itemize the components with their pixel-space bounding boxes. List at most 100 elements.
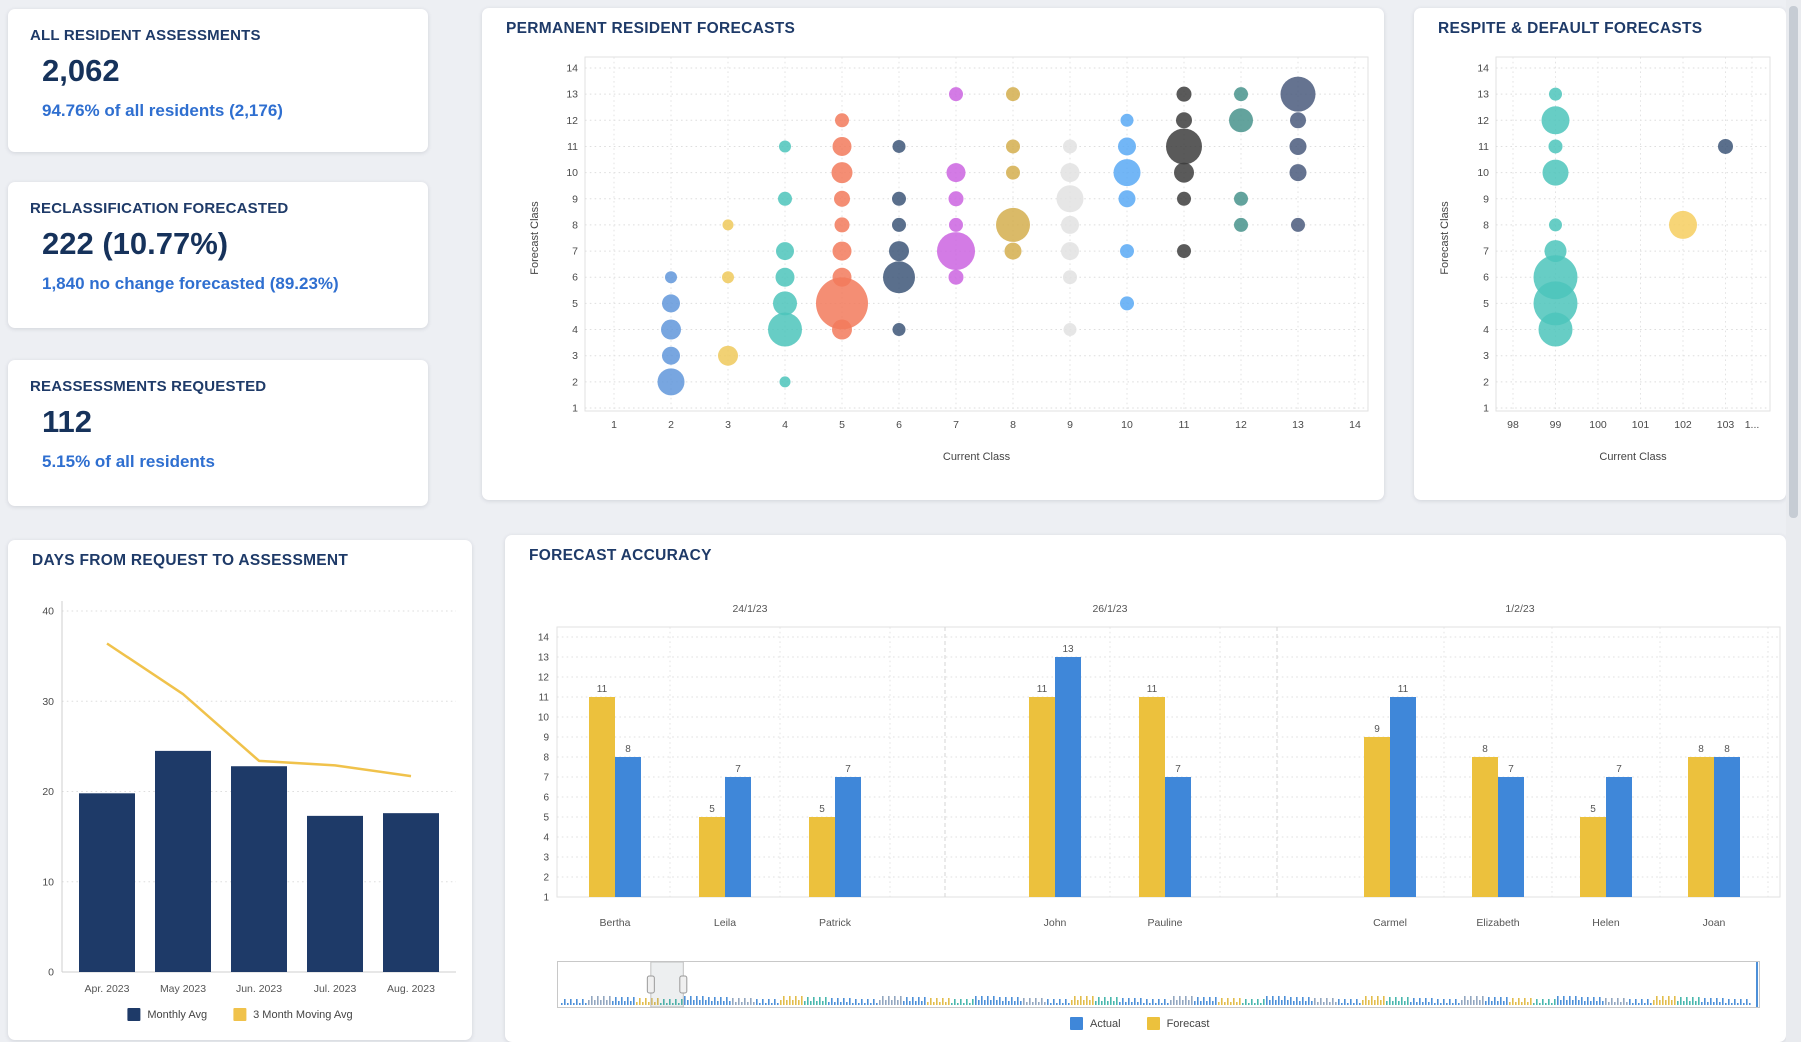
kpi-title: REASSESSMENTS REQUESTED <box>30 378 267 395</box>
svg-text:99: 99 <box>1550 419 1562 431</box>
days-bar-line-chart[interactable]: 0 10 20 30 40 Apr. 2023 May 2023 Jun. 2023 Jul. … <box>8 540 472 1040</box>
panel-forecast-accuracy: FORECAST ACCURACY 1 2 3 4 5 6 7 8 9 10 11 12 13 14 24/… <box>505 535 1786 1042</box>
svg-text:10: 10 <box>1477 167 1489 179</box>
svg-text:Apr. 2023: Apr. 2023 <box>85 983 130 995</box>
svg-text:11: 11 <box>1037 684 1048 695</box>
actual-swatch-icon <box>1070 1017 1083 1030</box>
svg-text:2: 2 <box>1483 376 1489 388</box>
navigator-brush[interactable] <box>650 961 684 1008</box>
svg-text:Joan: Joan <box>1703 917 1726 929</box>
svg-text:Jun. 2023: Jun. 2023 <box>236 983 282 995</box>
navigator-brush-handle[interactable] <box>646 975 655 994</box>
svg-text:8: 8 <box>1482 744 1488 755</box>
svg-text:6: 6 <box>1483 272 1489 284</box>
svg-text:11: 11 <box>567 141 578 153</box>
svg-text:102: 102 <box>1674 419 1692 431</box>
svg-text:12: 12 <box>566 115 578 127</box>
svg-text:10: 10 <box>42 876 54 888</box>
panel-title: RESPITE & DEFAULT FORECASTS <box>1438 20 1703 37</box>
svg-text:2: 2 <box>543 873 549 884</box>
svg-text:5: 5 <box>839 419 845 431</box>
navigator-brush-handle[interactable] <box>679 975 688 994</box>
svg-text:3: 3 <box>543 853 549 864</box>
svg-text:5: 5 <box>543 813 549 824</box>
panel-days-from-request: DAYS FROM REQUEST TO ASSESSMENT 0 10 20 30 4… <box>8 540 472 1040</box>
svg-text:11: 11 <box>1179 419 1190 431</box>
legend-item-forecast[interactable]: Forecast <box>1146 1017 1209 1030</box>
svg-text:7: 7 <box>953 419 959 431</box>
kpi-card-reclassification-forecasted: RECLASSIFICATION FORECASTED 222 (10.77%)… <box>8 182 428 328</box>
svg-text:8: 8 <box>1010 419 1016 431</box>
legend-item-moving-avg[interactable]: 3 Month Moving Avg <box>233 1008 353 1021</box>
svg-text:8: 8 <box>1483 219 1489 231</box>
svg-text:1: 1 <box>1483 403 1489 415</box>
svg-text:0: 0 <box>48 967 54 979</box>
svg-text:9: 9 <box>543 733 549 744</box>
svg-text:5: 5 <box>819 804 825 815</box>
svg-text:4: 4 <box>572 324 578 336</box>
kpi-title: RECLASSIFICATION FORECASTED <box>30 200 289 217</box>
svg-text:10: 10 <box>566 167 578 179</box>
svg-text:98: 98 <box>1507 419 1519 431</box>
svg-text:Forecast Class: Forecast Class <box>1439 201 1451 275</box>
legend-item-actual[interactable]: Actual <box>1070 1017 1121 1030</box>
svg-text:4: 4 <box>782 419 788 431</box>
svg-text:8: 8 <box>1698 744 1704 755</box>
svg-text:13: 13 <box>1477 89 1489 101</box>
kpi-subtitle: 5.15% of all residents <box>42 452 215 471</box>
svg-text:6: 6 <box>572 272 578 284</box>
days-chart-legend: Monthly Avg 3 Month Moving Avg <box>127 1008 353 1021</box>
svg-text:103: 103 <box>1717 419 1735 431</box>
svg-text:7: 7 <box>735 764 741 775</box>
panel-permanent-resident-forecasts: PERMANENT RESIDENT FORECASTS 1 2 3 4 5 6 7 8 9 10… <box>482 8 1384 500</box>
chart-scroll-navigator[interactable] <box>557 961 1760 1008</box>
svg-text:1: 1 <box>611 419 617 431</box>
svg-text:11: 11 <box>1147 684 1158 695</box>
svg-text:101: 101 <box>1632 419 1650 431</box>
kpi-subtitle: 1,840 no change forecasted (89.23%) <box>42 274 339 293</box>
svg-text:May 2023: May 2023 <box>160 983 206 995</box>
svg-text:14: 14 <box>1349 419 1361 431</box>
legend-label: Actual <box>1090 1017 1121 1030</box>
svg-text:7: 7 <box>1483 246 1489 258</box>
svg-text:10: 10 <box>538 713 550 724</box>
kpi-value: 222 (10.77%) <box>42 226 229 261</box>
svg-text:5: 5 <box>1483 298 1489 310</box>
svg-text:7: 7 <box>572 246 578 258</box>
svg-text:Forecast Class: Forecast Class <box>529 201 541 275</box>
svg-text:13: 13 <box>538 653 550 664</box>
svg-text:13: 13 <box>1062 644 1074 655</box>
svg-text:Current Class: Current Class <box>943 451 1011 463</box>
legend-item-monthly-avg[interactable]: Monthly Avg <box>127 1008 207 1021</box>
forecast-chart-legend: Actual Forecast <box>1070 1017 1209 1030</box>
svg-text:1: 1 <box>543 893 549 904</box>
forecast-accuracy-bar-chart[interactable]: 123456789101112131424/1/23118Bertha57Lei… <box>505 535 1786 955</box>
svg-text:3: 3 <box>572 350 578 362</box>
svg-text:Helen: Helen <box>1592 917 1620 929</box>
moving-avg-swatch-icon <box>233 1008 247 1021</box>
svg-text:1/2/23: 1/2/23 <box>1505 603 1534 615</box>
svg-text:8: 8 <box>572 219 578 231</box>
svg-text:7: 7 <box>1616 764 1622 775</box>
svg-text:12: 12 <box>1235 419 1247 431</box>
svg-text:9: 9 <box>572 193 578 205</box>
svg-text:Bertha: Bertha <box>600 917 631 929</box>
svg-text:5: 5 <box>709 804 715 815</box>
svg-text:7: 7 <box>1508 764 1514 775</box>
svg-text:100: 100 <box>1589 419 1607 431</box>
svg-text:1...: 1... <box>1745 419 1760 431</box>
svg-text:6: 6 <box>896 419 902 431</box>
svg-text:2: 2 <box>668 419 674 431</box>
page-scrollbar-thumb[interactable] <box>1789 6 1798 518</box>
svg-text:9: 9 <box>1374 724 1380 735</box>
svg-text:12: 12 <box>1477 115 1489 127</box>
panel-respite-default-forecasts: RESPITE & DEFAULT FORECASTS 1 2 3 4 5 6 7 8 9 10 1… <box>1414 8 1786 500</box>
svg-text:Elizabeth: Elizabeth <box>1476 917 1519 929</box>
svg-text:14: 14 <box>538 633 550 644</box>
kpi-card-reassessments-requested: REASSESSMENTS REQUESTED 112 5.15% of all… <box>8 360 428 506</box>
kpi-value: 2,062 <box>42 53 120 88</box>
svg-text:10: 10 <box>1121 419 1133 431</box>
svg-text:11: 11 <box>1398 684 1409 695</box>
